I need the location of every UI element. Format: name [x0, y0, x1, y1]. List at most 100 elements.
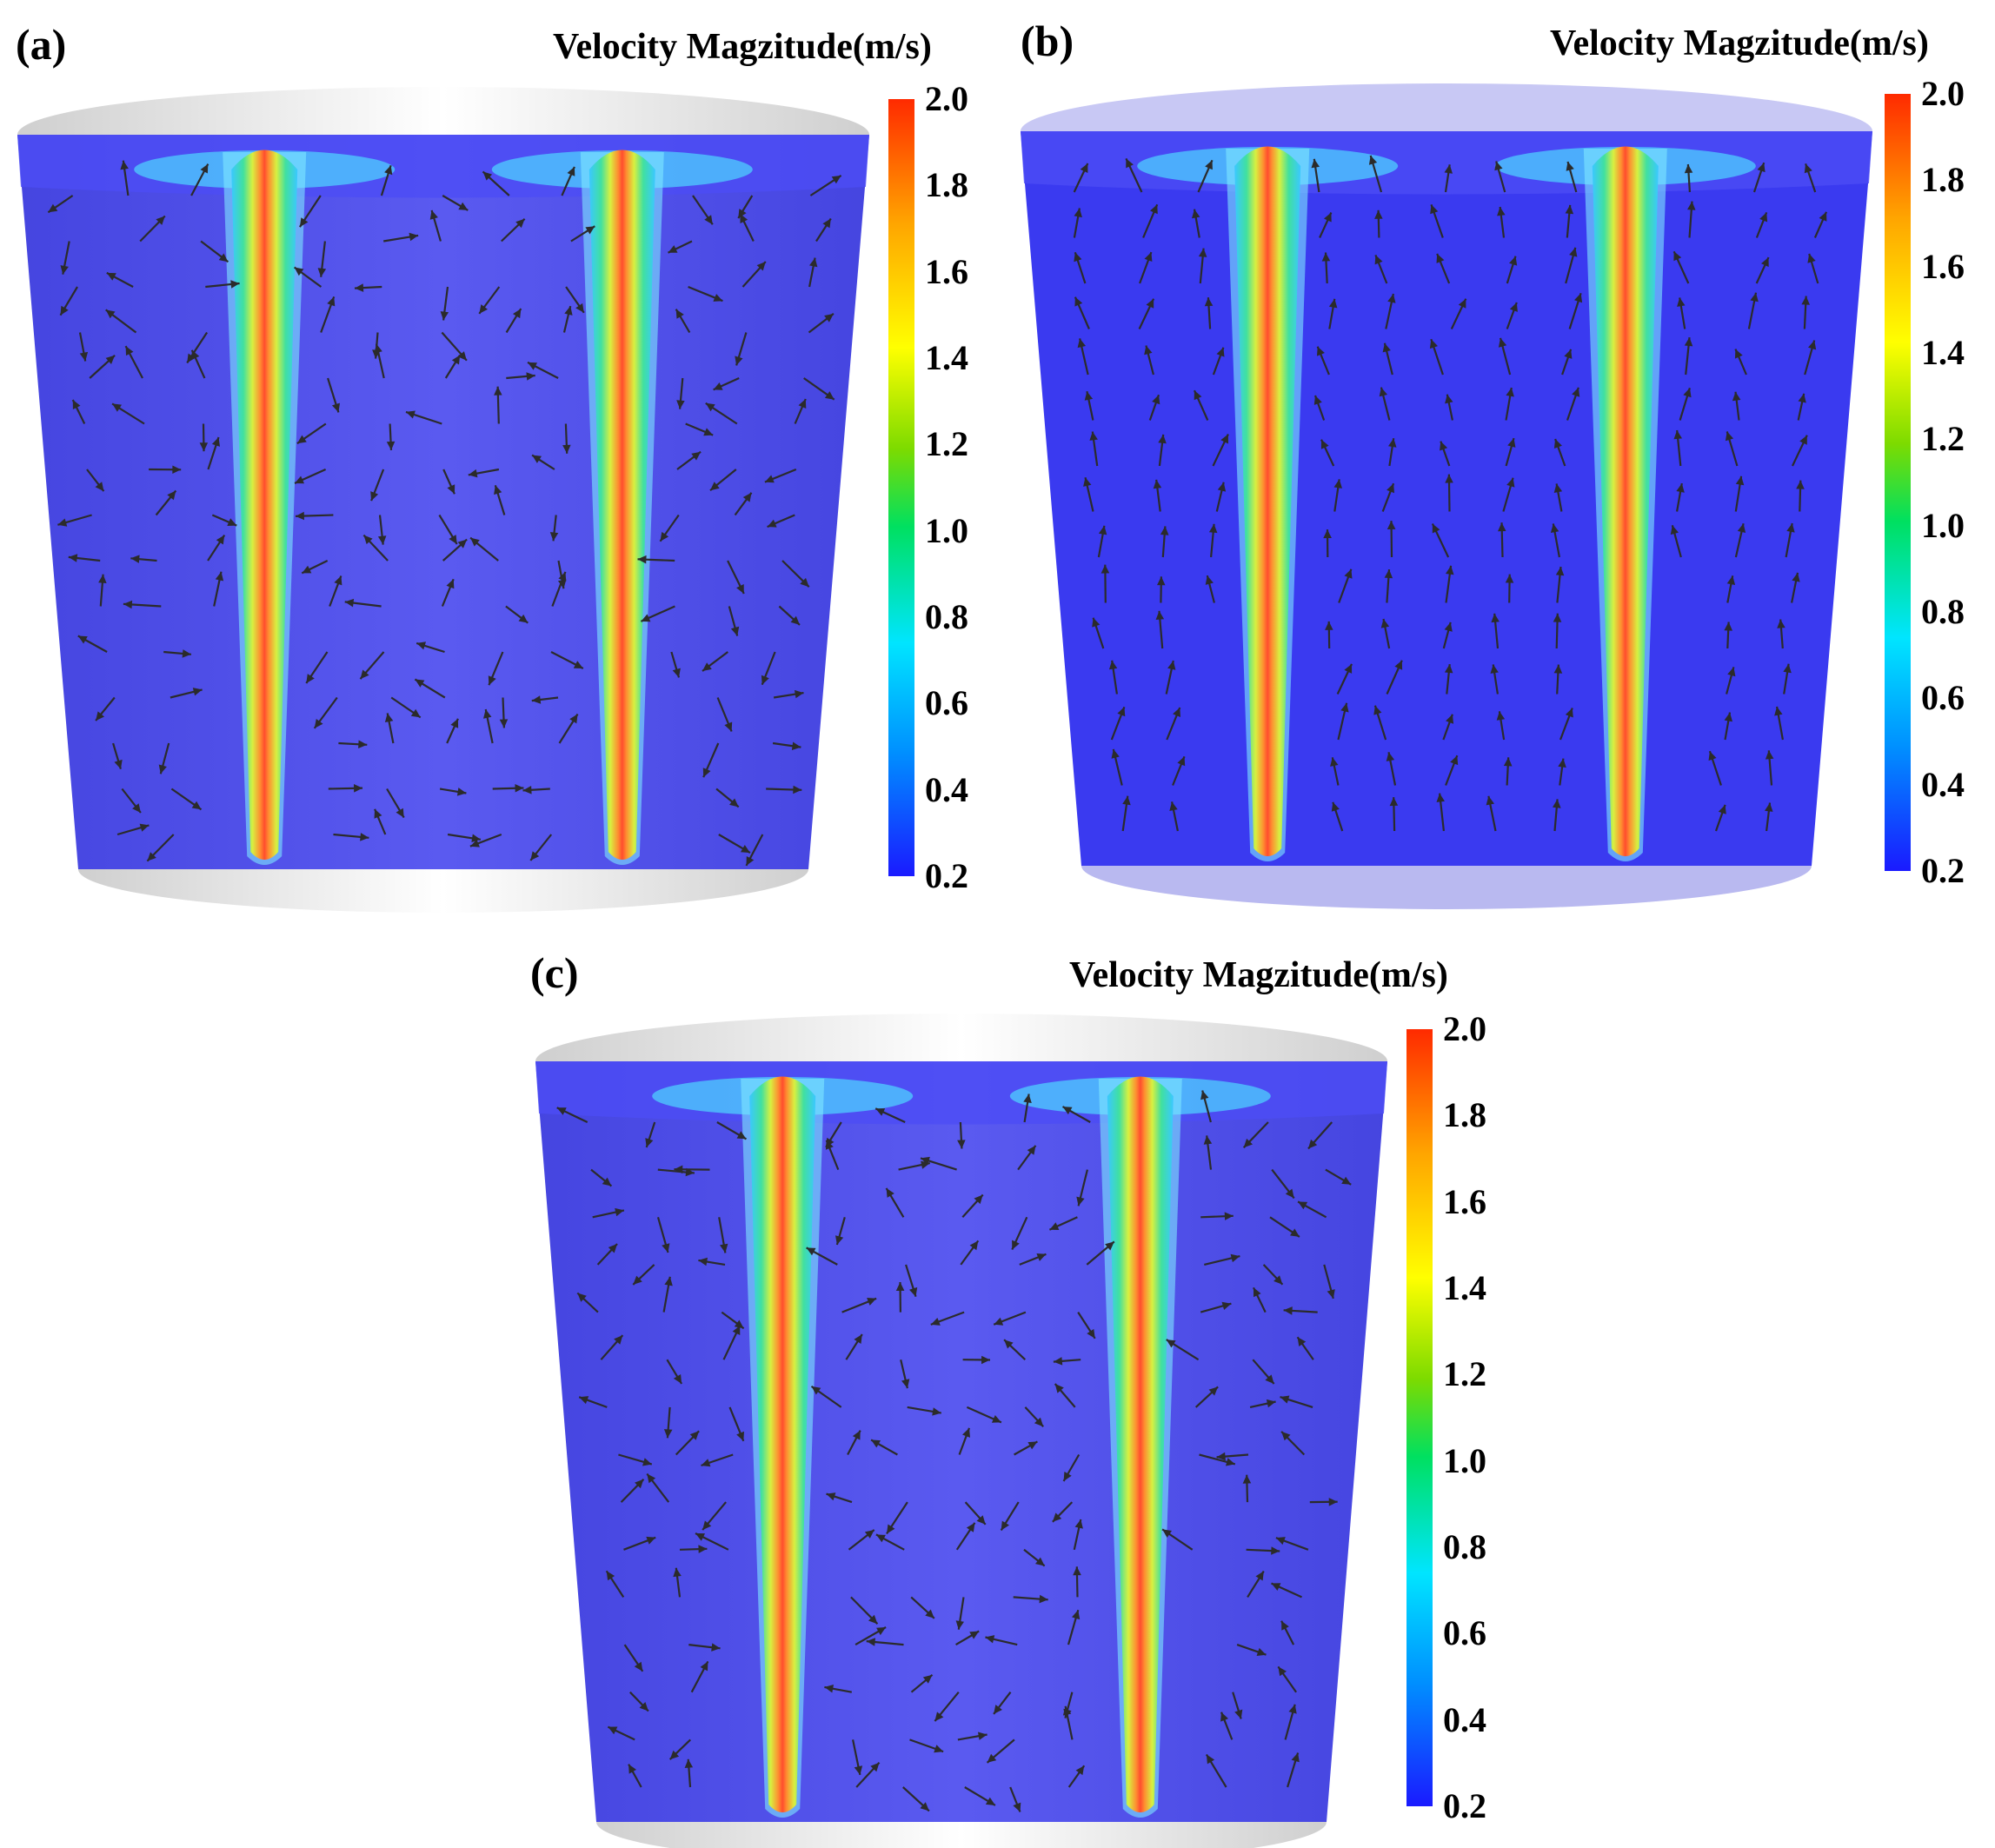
flow-vector-head	[1073, 1566, 1081, 1576]
flow-vector-head	[105, 355, 116, 364]
flow-vector-head	[1216, 347, 1225, 357]
colorbar-tick-label: 0.2	[1921, 851, 1965, 890]
flow-vector-head	[1340, 702, 1349, 713]
flow-vector-head	[608, 1726, 618, 1735]
flow-vector-head	[182, 649, 191, 658]
flow-vector-head	[526, 372, 535, 381]
flow-vector-head	[1208, 523, 1218, 534]
flow-vector-head	[895, 1282, 905, 1291]
flow-vector-head	[1786, 523, 1795, 533]
flow-vector-head	[1226, 1458, 1235, 1466]
flow-vector-head	[930, 1318, 941, 1326]
flow-vector-head	[746, 856, 755, 866]
flow-vector-head	[1278, 1666, 1287, 1677]
flow-vector-head	[615, 1207, 624, 1217]
flow-vector-head	[675, 309, 684, 319]
flow-vector-head	[689, 1431, 700, 1440]
flow-vector-head	[449, 535, 457, 544]
colorbar-title-a: Velocity Magzitude(m/s)	[553, 27, 932, 67]
flow-vector-head	[1761, 257, 1769, 268]
flow-vector-head	[886, 1187, 894, 1198]
flow-vector-head	[1564, 349, 1573, 359]
flow-vector-head	[1053, 1357, 1063, 1366]
flow-vector-head	[1077, 338, 1086, 349]
flow-vector-head	[1122, 795, 1131, 806]
flow-vector-head	[1271, 1546, 1280, 1555]
flow-vector-head	[1491, 613, 1500, 623]
flow-vector-head	[735, 356, 743, 366]
flow-vector-head	[1777, 619, 1786, 628]
flow-vector-head	[358, 740, 368, 748]
flow-vector-head	[114, 759, 123, 769]
flow-vector-head	[415, 679, 425, 688]
flow-vector-head	[1092, 617, 1101, 628]
flow-vector-head	[515, 784, 524, 793]
flow-vector-head	[701, 1459, 711, 1467]
flow-vector-head	[577, 1293, 587, 1302]
flow-vector-head	[60, 265, 69, 275]
flow-vector-head	[957, 1140, 966, 1149]
colorbar-tick-label: 0.6	[1443, 1613, 1486, 1653]
flow-vector-head	[864, 1530, 874, 1539]
flow-vector-head	[1387, 294, 1396, 303]
colorbar-tick-label: 0.8	[1921, 592, 1965, 631]
flow-vector-head	[1379, 387, 1387, 397]
flow-vector-head	[1144, 345, 1153, 356]
flow-vector-head	[457, 539, 468, 548]
flow-vector-head	[921, 1156, 930, 1165]
flow-vector-head	[531, 695, 542, 704]
flow-vector-head	[470, 537, 480, 547]
flow-vector-head	[1242, 1474, 1252, 1484]
flow-vector-head	[981, 1355, 990, 1365]
flow-vector-head	[806, 1247, 816, 1256]
flow-vector-head	[1430, 204, 1439, 215]
flow-vector-head	[1330, 757, 1339, 767]
flow-vector-head	[1297, 1337, 1307, 1346]
flow-vector-head	[370, 491, 379, 502]
flow-vector-head	[447, 484, 456, 495]
flow-vector-head	[1446, 714, 1454, 724]
flow-vector-head	[1328, 298, 1338, 309]
flow-vector-head	[698, 1545, 708, 1553]
colorbar-b	[1885, 94, 1911, 871]
colorbar-tick-label: 0.4	[1443, 1699, 1486, 1739]
flow-vector-head	[1445, 474, 1453, 483]
flow-vector-head	[985, 1635, 995, 1644]
flow-vector-head	[705, 402, 715, 412]
flow-vector-head	[1387, 483, 1394, 494]
fluid-body	[1021, 131, 1872, 866]
flow-vector-head	[764, 475, 775, 483]
flow-vector-head	[868, 1614, 878, 1625]
flow-vector-head	[1089, 431, 1098, 441]
flow-vector-head	[1173, 708, 1180, 717]
flow-vector-head	[1718, 804, 1726, 814]
flow-vector-head	[1726, 575, 1736, 585]
fluid-body	[17, 135, 869, 869]
flow-vector-head	[1436, 793, 1445, 802]
flow-vector-head	[1052, 1512, 1062, 1522]
flow-vector-head	[1553, 439, 1562, 449]
flow-vector-head	[1374, 255, 1383, 265]
flow-vector-head	[798, 399, 807, 409]
flow-vector-head	[932, 1407, 941, 1416]
flow-vector-head	[451, 355, 461, 365]
flow-vector-head	[1382, 342, 1391, 353]
flow-vector-head	[1076, 1196, 1085, 1207]
flow-vector-head	[663, 1429, 673, 1439]
flow-vector-head	[1450, 755, 1459, 766]
flow-vector-head	[158, 764, 167, 774]
jet-plume	[1592, 146, 1659, 856]
flow-vector-head	[732, 1326, 741, 1335]
flow-vector-head	[978, 1732, 988, 1740]
flow-vector-head	[355, 283, 364, 292]
flow-vector-head	[691, 451, 702, 461]
flow-vector-head	[557, 579, 567, 589]
flow-vector-head	[410, 708, 421, 718]
flow-vector-head	[363, 535, 373, 545]
flow-vector-head	[562, 444, 571, 454]
flow-vector-head	[96, 711, 104, 721]
flow-vector-head	[515, 218, 525, 229]
flow-vector-head	[1765, 802, 1773, 812]
flow-vector-head	[130, 555, 140, 563]
flow-vector-head	[660, 531, 669, 542]
